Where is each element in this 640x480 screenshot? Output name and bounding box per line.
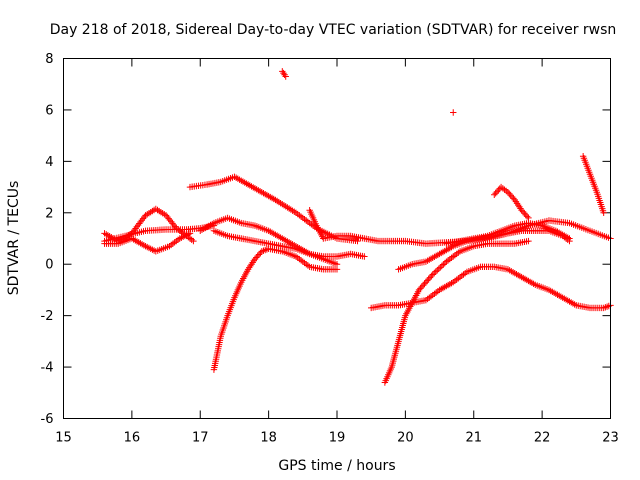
data-point bbox=[354, 237, 361, 245]
data-point bbox=[171, 223, 179, 230]
data-point bbox=[521, 210, 528, 217]
data-point bbox=[251, 255, 259, 263]
x-tick-label: 23 bbox=[602, 431, 619, 446]
data-point bbox=[429, 271, 436, 278]
data-point bbox=[164, 213, 171, 221]
data-point bbox=[421, 280, 428, 287]
data-point bbox=[437, 264, 444, 271]
y-tick-label: 0 bbox=[45, 258, 53, 273]
data-point bbox=[506, 190, 513, 197]
y-tick-label: 8 bbox=[45, 52, 53, 67]
data-point bbox=[566, 235, 573, 242]
data-point bbox=[254, 252, 261, 260]
data-point bbox=[450, 109, 457, 116]
data-point bbox=[441, 259, 449, 267]
x-tick-label: 17 bbox=[192, 431, 209, 446]
data-point bbox=[495, 186, 502, 194]
data-point bbox=[435, 265, 443, 272]
data-point bbox=[431, 269, 438, 277]
data-point bbox=[432, 268, 439, 275]
data-point bbox=[419, 282, 427, 289]
data-point bbox=[493, 188, 501, 195]
data-point bbox=[440, 261, 447, 268]
y-tick-label: -4 bbox=[41, 361, 54, 376]
y-tick-label: 2 bbox=[45, 206, 53, 221]
data-point bbox=[190, 237, 197, 245]
y-axis-ticks bbox=[63, 58, 611, 419]
data-point bbox=[504, 189, 512, 196]
data-point bbox=[508, 193, 516, 201]
data-point bbox=[525, 237, 532, 245]
data-point bbox=[523, 213, 531, 220]
y-axis-label: SDTVAR / TECUs bbox=[6, 181, 22, 296]
plot-frame bbox=[63, 58, 611, 419]
x-tick-label: 22 bbox=[534, 431, 551, 446]
y-tick-label: -2 bbox=[41, 309, 54, 324]
x-axis-tick-labels: 15 16 17 18 19 20 21 22 23 bbox=[55, 431, 619, 446]
data-point bbox=[492, 190, 499, 197]
x-tick-label: 21 bbox=[465, 431, 482, 446]
data-point bbox=[518, 207, 525, 214]
x-axis-label: GPS time / hours bbox=[278, 458, 395, 474]
data-point bbox=[418, 283, 425, 291]
data-point bbox=[361, 253, 368, 260]
data-point bbox=[333, 266, 341, 273]
data-points bbox=[101, 68, 614, 386]
data-point bbox=[424, 277, 431, 284]
x-tick-label: 18 bbox=[260, 431, 277, 446]
data-point bbox=[415, 286, 423, 294]
data-point bbox=[438, 262, 446, 270]
data-point bbox=[525, 214, 532, 222]
data-point bbox=[522, 211, 529, 219]
data-point bbox=[519, 208, 527, 215]
x-tick-label: 16 bbox=[124, 431, 141, 446]
data-point bbox=[167, 218, 175, 225]
data-point bbox=[417, 285, 424, 292]
data-point bbox=[165, 215, 172, 222]
x-tick-label: 20 bbox=[397, 431, 414, 446]
data-point bbox=[491, 191, 498, 198]
y-tick-label: 6 bbox=[45, 103, 53, 118]
data-point bbox=[507, 192, 514, 199]
x-tick-label: 19 bbox=[329, 431, 346, 446]
data-point bbox=[166, 216, 174, 224]
data-point bbox=[425, 275, 432, 283]
data-point bbox=[428, 272, 435, 280]
data-point bbox=[253, 254, 260, 261]
data-point bbox=[422, 279, 430, 286]
y-tick-label: -6 bbox=[41, 412, 54, 427]
data-point bbox=[600, 209, 607, 216]
data-point bbox=[510, 195, 517, 202]
data-point bbox=[426, 274, 434, 281]
data-point bbox=[169, 220, 176, 227]
data-point bbox=[170, 221, 177, 229]
y-tick-label: 4 bbox=[45, 155, 53, 170]
data-point bbox=[255, 251, 263, 258]
data-point bbox=[434, 267, 441, 274]
data-point bbox=[162, 212, 170, 219]
data-point bbox=[282, 73, 289, 80]
y-axis-tick-labels: -6 -4 -2 0 2 4 6 8 bbox=[41, 52, 54, 427]
chart-title: Day 218 of 2018, Sidereal Day-to-day VTE… bbox=[50, 22, 617, 38]
x-tick-label: 15 bbox=[55, 431, 72, 446]
